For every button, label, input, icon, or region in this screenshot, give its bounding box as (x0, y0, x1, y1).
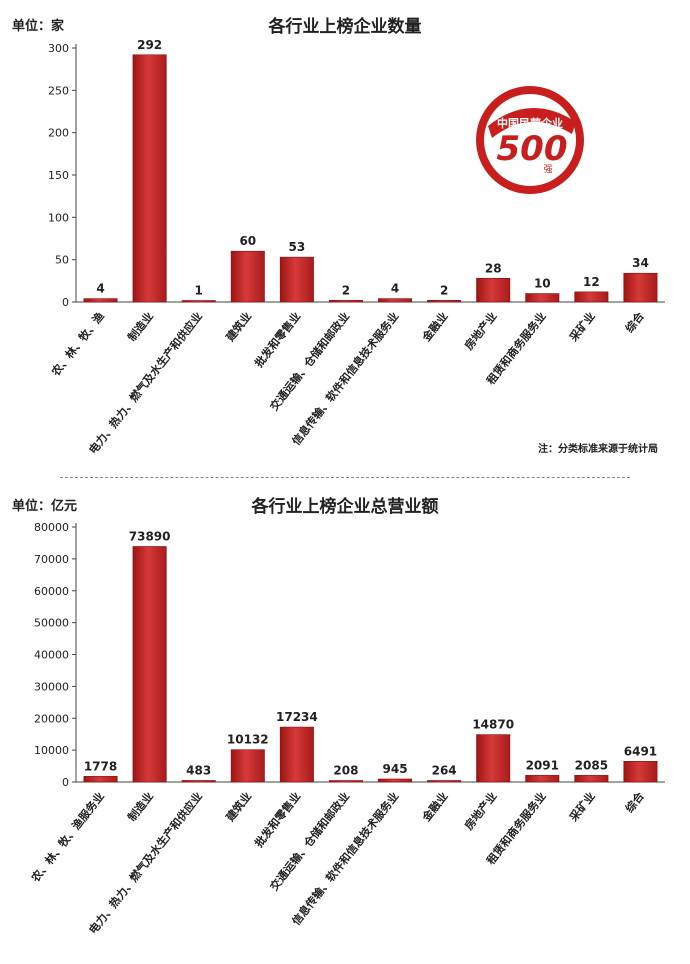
chart-divider (60, 477, 630, 478)
data-label: 1778 (84, 759, 117, 773)
bar (525, 293, 560, 303)
chart-count-svg: 各行业上榜企业数量 单位：家 0 50 100 150 200 250 300 4 农、林、牧、渔 2… (12, 16, 665, 457)
bar (279, 256, 314, 303)
category-label: 信息传输、软件和信息技术服务业 (289, 789, 402, 928)
bar (476, 277, 511, 303)
data-label: 28 (485, 261, 502, 275)
chart-revenue-svg: 各行业上榜企业总营业额 单位：亿元 0 10000 20000 30000 40000 500… (12, 496, 665, 937)
data-label: 1 (195, 284, 203, 298)
bar (328, 780, 363, 783)
data-label: 4 (96, 282, 104, 296)
source-note: 注：分类标准来源于统计局 (538, 442, 658, 455)
bar (525, 775, 560, 783)
data-label: 60 (239, 234, 256, 248)
bar (83, 776, 118, 783)
chart-revenue: 各行业上榜企业总营业额 单位：亿元 0 10000 20000 30000 40000 500… (0, 484, 690, 964)
y-tick-label: 150 (48, 169, 69, 182)
y-tick-label: 10000 (34, 744, 69, 757)
bar (427, 780, 462, 783)
bar (476, 734, 511, 783)
y-tick-label: 300 (48, 42, 69, 55)
unit-label: 单位：亿元 (12, 498, 77, 514)
y-tick-label: 200 (48, 127, 69, 140)
category-label: 交通运输、仓储和邮政业 (267, 789, 353, 893)
y-tick-label: 40000 (34, 649, 69, 662)
data-label: 2 (342, 283, 350, 297)
bar (574, 775, 609, 783)
category-label: 交通运输、仓储和邮政业 (267, 309, 353, 413)
category-label: 金融业 (419, 789, 451, 824)
category-label: 制造业 (125, 309, 156, 344)
chart-count: 各行业上榜企业数量 单位：家 0 50 100 150 200 250 300 4 农、林、牧、渔 2… (0, 0, 690, 480)
bar (574, 291, 609, 303)
data-label: 53 (289, 240, 306, 254)
data-label: 2091 (526, 758, 559, 772)
logo-brand-text: 中国民营企业 (497, 116, 563, 130)
category-label: 房地产业 (461, 789, 499, 832)
data-label: 292 (137, 38, 162, 52)
bar (230, 250, 265, 303)
category-label: 建筑业 (223, 789, 254, 824)
data-label: 6491 (624, 744, 657, 758)
bar (427, 300, 462, 303)
logo-number-text: 500 (497, 129, 568, 169)
category-label: 综合 (622, 308, 647, 335)
data-label: 945 (383, 762, 408, 776)
data-label: 2 (440, 283, 448, 297)
data-label: 208 (333, 764, 358, 778)
data-label: 10 (534, 277, 551, 291)
category-label: 建筑业 (223, 309, 254, 344)
category-label: 房地产业 (461, 309, 499, 352)
category-label: 农、林、牧、渔服务业 (28, 789, 107, 885)
category-label: 综合 (622, 788, 647, 815)
bar (230, 749, 265, 783)
y-tick-label: 30000 (34, 680, 69, 693)
y-tick-label: 70000 (34, 553, 69, 566)
y-tick-label: 100 (48, 211, 69, 224)
data-label: 483 (186, 763, 211, 777)
data-label: 73890 (129, 529, 171, 543)
bar (83, 298, 118, 303)
data-label: 10132 (227, 733, 269, 747)
y-tick-label: 0 (62, 776, 69, 789)
unit-label: 单位：家 (12, 18, 65, 34)
bar (181, 300, 216, 303)
data-label: 12 (583, 275, 600, 289)
data-label: 14870 (472, 718, 514, 732)
bar (132, 546, 167, 783)
y-tick-label: 50000 (34, 617, 69, 630)
category-label: 采矿业 (566, 789, 598, 824)
category-label: 采矿业 (566, 309, 598, 344)
y-tick-label: 60000 (34, 585, 69, 598)
bar (279, 726, 314, 783)
data-label: 2085 (575, 758, 608, 772)
category-label: 信息传输、软件和信息技术服务业 (289, 309, 402, 448)
bar (328, 300, 363, 303)
category-label: 农、林、牧、渔 (48, 309, 107, 379)
bar (623, 272, 658, 303)
china-private-500-logo: 中国民营企业 500 强 (476, 86, 584, 194)
data-label: 4 (391, 282, 399, 296)
bar (181, 780, 216, 783)
bar (623, 761, 658, 783)
data-label: 34 (632, 256, 649, 270)
data-label: 264 (432, 764, 457, 778)
bar (132, 54, 167, 303)
y-tick-label: 250 (48, 84, 69, 97)
chart-title: 各行业上榜企业数量 (268, 16, 422, 37)
chart-title: 各行业上榜企业总营业额 (251, 496, 439, 517)
category-label: 金融业 (419, 309, 451, 344)
bar (378, 778, 413, 783)
category-label: 制造业 (125, 789, 156, 824)
category-label: 批发和零售业 (252, 789, 304, 850)
y-tick-label: 20000 (34, 712, 69, 725)
logo-suffix-text: 强 (543, 164, 552, 175)
data-label: 17234 (276, 710, 318, 724)
y-tick-label: 0 (62, 296, 69, 309)
bar (378, 298, 413, 303)
category-label: 批发和零售业 (252, 309, 304, 370)
y-tick-label: 50 (55, 254, 69, 267)
y-tick-label: 80000 (34, 521, 69, 534)
